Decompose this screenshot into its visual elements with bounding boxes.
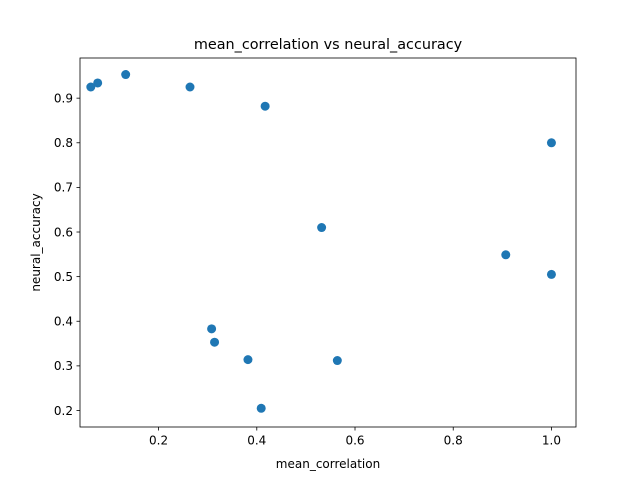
data-point	[546, 269, 556, 279]
y-tick-label: 0.3	[54, 359, 73, 373]
data-point	[501, 250, 511, 260]
y-axis-ticks: 0.2 0.3 0.4 0.5 0.6 0.7 0.8 0.9	[54, 91, 80, 418]
x-tick-label: 0.4	[247, 434, 266, 448]
data-point	[260, 101, 270, 111]
data-point	[210, 337, 220, 347]
data-point	[546, 138, 556, 148]
chart-title: mean_correlation vs neural_accuracy	[194, 37, 463, 53]
y-tick-label: 0.9	[54, 91, 73, 105]
data-point	[207, 324, 217, 334]
x-axis-ticks: 0.2 0.4 0.6 0.8 1.0	[149, 427, 561, 448]
data-point	[121, 70, 131, 80]
x-tick-label: 0.2	[149, 434, 168, 448]
data-point	[93, 78, 103, 88]
x-axis-title: mean_correlation	[276, 457, 380, 471]
plot-frame	[79, 57, 577, 428]
data-point	[86, 82, 96, 92]
y-axis-title: neural_accuracy	[29, 193, 43, 291]
data-point	[256, 403, 266, 413]
y-tick-label: 0.6	[54, 225, 73, 239]
x-tick-label: 0.8	[444, 434, 463, 448]
data-point	[317, 223, 327, 233]
x-tick-label: 1.0	[542, 434, 561, 448]
data-point	[185, 82, 195, 92]
data-point	[332, 356, 342, 366]
data-point	[243, 355, 253, 365]
y-tick-label: 0.4	[54, 315, 73, 329]
y-tick-label: 0.8	[54, 136, 73, 150]
x-tick-label: 0.6	[345, 434, 364, 448]
data-points	[86, 70, 556, 413]
y-tick-label: 0.2	[54, 404, 73, 418]
plot-background	[80, 58, 576, 427]
y-tick-label: 0.7	[54, 181, 73, 195]
y-tick-label: 0.5	[54, 270, 73, 284]
